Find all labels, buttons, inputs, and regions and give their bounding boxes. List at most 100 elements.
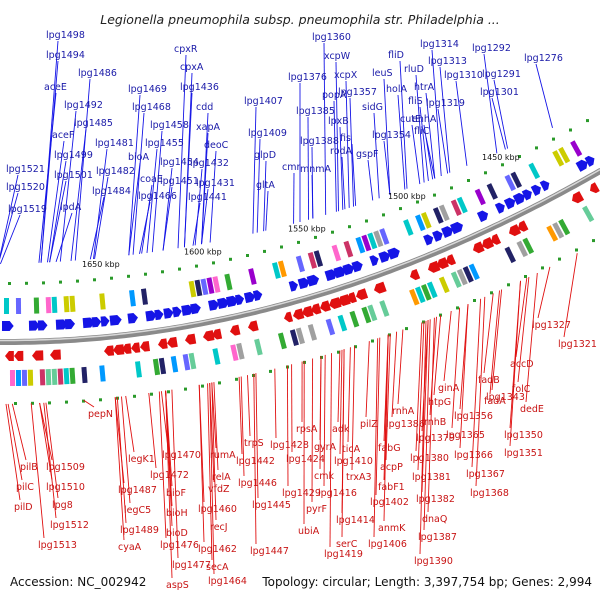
top-gene-label: lpg1436	[180, 82, 219, 93]
marker-dot	[48, 401, 51, 405]
top-label-connector	[49, 160, 67, 263]
cog-color-block	[468, 263, 480, 281]
marker-dot	[178, 267, 181, 271]
bottom-gene-label: lpg1343	[486, 392, 525, 403]
top-gene-label: lpg1407	[244, 96, 283, 107]
marker-dot	[144, 272, 147, 276]
marker-dot	[399, 207, 402, 211]
marker-dot	[110, 276, 113, 280]
cog-color-block	[15, 297, 22, 314]
marker-dot	[416, 200, 419, 204]
top-label-connector	[345, 80, 350, 208]
top-label-connector	[177, 54, 187, 249]
cog-color-block	[349, 310, 360, 328]
forward-gene-arrow	[378, 251, 391, 263]
top-gene-label: lpg1499	[54, 150, 93, 161]
top-gene-label: cpxA	[180, 62, 204, 73]
cog-color-block	[528, 162, 541, 180]
cog-color-block	[367, 232, 378, 250]
cog-color-block	[307, 324, 318, 341]
marker-dot	[76, 279, 79, 283]
reverse-gene-arrow	[50, 349, 61, 360]
top-label-connector	[349, 97, 354, 207]
bottom-label-connector	[329, 353, 332, 548]
forward-gene-arrow	[297, 277, 310, 290]
cog-color-block	[510, 171, 523, 189]
top-gene-label: mnmA	[300, 164, 332, 175]
cog-color-block	[456, 268, 468, 286]
bottom-gene-label: lpg1356	[454, 411, 493, 422]
cog-color-block	[325, 318, 336, 336]
bottom-gene-label: lpg1424	[286, 454, 325, 465]
cog-color-block	[289, 329, 299, 347]
top-gene-label: coaE	[140, 174, 163, 185]
top-label-connector	[40, 60, 59, 263]
reverse-gene-arrow	[572, 191, 585, 204]
forward-gene-arrow	[172, 306, 182, 318]
top-gene-label: lpg1481	[95, 138, 134, 149]
top-label-connector	[431, 49, 442, 177]
bottom-label-connector	[491, 289, 503, 391]
marker-dot	[218, 381, 221, 385]
forward-gene-arrow	[64, 318, 76, 330]
top-gene-label: fliD	[388, 50, 404, 61]
bottom-gene-label: lpg1442	[236, 456, 275, 467]
reverse-gene-arrow	[122, 343, 132, 354]
top-gene-label: cpxR	[174, 44, 198, 55]
marker-dot	[507, 283, 510, 287]
top-gene-label: lpg1458	[150, 120, 189, 131]
bottom-gene-label: lpg1512	[50, 520, 89, 531]
cog-color-block	[415, 286, 426, 304]
top-gene-label: bioA	[128, 152, 149, 163]
top-label-connector	[423, 124, 434, 180]
marker-dot	[518, 155, 521, 158]
bottom-label-connector	[39, 402, 53, 481]
top-label-connector	[74, 78, 91, 261]
cog-color-block	[254, 338, 263, 356]
bottom-label-connector	[483, 293, 494, 374]
top-label-connector	[55, 212, 73, 263]
marker-dot	[42, 281, 45, 285]
marker-dot	[524, 275, 527, 278]
bottom-label-connector	[30, 403, 45, 539]
marker-dot	[320, 355, 323, 359]
marker-dot	[541, 266, 544, 270]
bottom-label-connector	[471, 298, 482, 468]
top-label-connector	[252, 106, 257, 234]
reverse-gene-arrow	[5, 351, 14, 361]
marker-dot	[297, 240, 300, 244]
top-gene-label: lpg1319	[426, 98, 465, 109]
bottom-label-connector	[489, 290, 500, 395]
marker-dot	[263, 249, 266, 253]
cog-color-block	[516, 240, 529, 258]
marker-dot	[65, 400, 68, 404]
bottom-label-connector	[525, 272, 538, 403]
top-gene-label: rluD	[404, 64, 424, 75]
top-label-connector	[89, 196, 105, 260]
forward-gene-arrow	[539, 180, 550, 192]
bottom-gene-label: bioH	[166, 508, 188, 519]
bottom-gene-label: lpg1428	[270, 440, 309, 451]
bottom-label-connector	[255, 373, 259, 499]
bottom-label-connector	[415, 322, 423, 452]
cog-color-block	[57, 368, 64, 385]
cog-color-block	[361, 306, 372, 324]
reverse-gene-arrow	[437, 257, 450, 269]
marker-dot	[450, 186, 453, 190]
cog-color-block	[188, 280, 197, 298]
top-label-connector	[0, 214, 21, 265]
top-label-connector	[194, 168, 203, 246]
cog-color-block	[379, 300, 390, 317]
forward-gene-arrow	[450, 221, 463, 235]
cog-color-block	[438, 276, 450, 294]
top-gene-label: lpg1485	[74, 118, 113, 129]
forward-gene-arrow	[503, 197, 516, 210]
cog-color-block	[552, 222, 565, 239]
bottom-label-connector	[339, 349, 343, 455]
marker-dot	[382, 213, 385, 217]
cog-color-block	[355, 236, 366, 254]
cog-color-block	[158, 357, 167, 375]
bottom-label-connector	[373, 338, 379, 538]
top-gene-label: cdd	[196, 102, 213, 113]
top-gene-label: lpxB	[328, 116, 349, 127]
